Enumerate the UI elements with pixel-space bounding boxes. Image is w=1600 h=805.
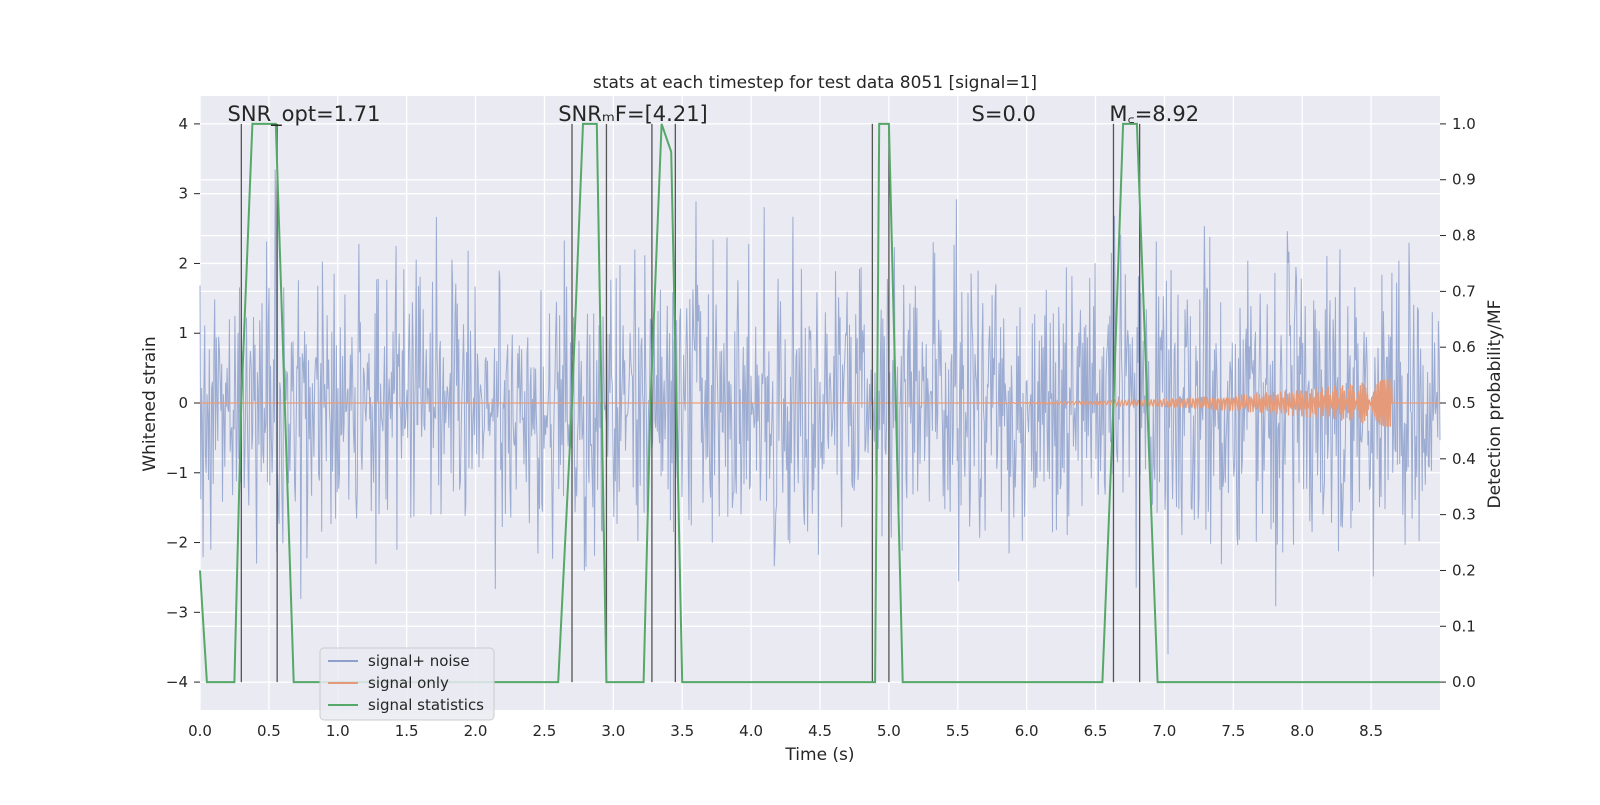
legend-label-signal-statistics: signal statistics	[368, 696, 484, 714]
legend: signal+ noise signal only signal statist…	[319, 647, 495, 721]
signal-only-trace	[200, 378, 1440, 427]
stat-annotation: SNR_opt=1.71	[228, 102, 381, 127]
x-tick-label: 4.5	[808, 722, 832, 740]
x-tick-label: 3.5	[670, 722, 694, 740]
x-tick-label: 7.5	[1221, 722, 1245, 740]
signal-statistics-trace	[199, 122, 1440, 684]
x-tick-label: 3.0	[601, 722, 625, 740]
y-tick-label: 3	[178, 185, 188, 203]
right-tick-label: 0.4	[1452, 450, 1476, 468]
x-tick-label: 8.5	[1359, 722, 1383, 740]
stat-annotation: S=0.0	[972, 102, 1036, 126]
right-tick-label: 0.8	[1452, 227, 1476, 245]
x-tick-label: 4.0	[739, 722, 763, 740]
signal-only-chirp	[200, 378, 1440, 427]
legend-label-signal-noise: signal+ noise	[368, 652, 470, 670]
x-tick-label: 7.0	[1153, 722, 1177, 740]
right-tick-label: 1.0	[1452, 115, 1476, 133]
signal-noise-trace	[199, 169, 1441, 655]
x-axis-ticks: 0.0 0.5 1.0 1.5 2.0 2.5 3.0 3.5 4.0 4.5 5.0 5.5 6.0 6…	[188, 722, 1383, 740]
y-tick-label: −4	[166, 673, 188, 691]
right-tick-label: 0.2	[1452, 561, 1476, 579]
stat-annotations: SNR_opt=1.71 SNRₘF=[4.21] S=0.0 M꜀=8.92	[228, 102, 1200, 127]
y-tick-label: 2	[178, 254, 188, 272]
right-tick-label: 0.6	[1452, 338, 1476, 356]
right-y-axis-label: Detection probability/MF	[1485, 300, 1505, 509]
signal-statistics-line	[199, 122, 1440, 684]
stat-annotation: SNRₘF=[4.21]	[558, 102, 708, 126]
y-tick-label: 4	[178, 115, 188, 133]
y-tick-label: −3	[166, 603, 188, 621]
x-tick-label: 1.0	[326, 722, 350, 740]
right-tick-label: 0.3	[1452, 506, 1476, 524]
legend-box	[319, 647, 495, 721]
y-axis-ticks: 4 3 2 1 0 −1 −2 −3 −4	[166, 115, 200, 691]
y-tick-label: 1	[178, 324, 188, 342]
x-tick-label: 5.5	[946, 722, 970, 740]
x-tick-label: 6.5	[1084, 722, 1108, 740]
right-tick-label: 0.5	[1452, 394, 1476, 412]
y-axis-label: Whitened strain	[140, 336, 160, 471]
x-tick-label: 0.0	[188, 722, 212, 740]
stat-annotation: M꜀=8.92	[1109, 102, 1199, 126]
chart-title: stats at each timestep for test data 805…	[593, 73, 1037, 93]
x-tick-label: 2.5	[533, 722, 557, 740]
right-tick-label: 0.1	[1452, 617, 1476, 635]
legend-label-signal-only: signal only	[368, 674, 449, 692]
y-tick-label: 0	[178, 394, 188, 412]
x-tick-label: 5.0	[877, 722, 901, 740]
x-axis-label: Time (s)	[784, 745, 854, 765]
x-tick-label: 8.0	[1290, 722, 1314, 740]
x-tick-label: 6.0	[1015, 722, 1039, 740]
signal-noise-band	[199, 169, 1441, 655]
right-tick-label: 0.7	[1452, 282, 1476, 300]
x-tick-label: 2.0	[464, 722, 488, 740]
x-tick-label: 1.5	[395, 722, 419, 740]
y-tick-label: −1	[166, 464, 188, 482]
y-tick-label: −2	[166, 534, 188, 552]
x-tick-label: 0.5	[257, 722, 281, 740]
right-tick-label: 0.9	[1452, 171, 1476, 189]
right-axis-ticks: 1.0 0.9 0.8 0.7 0.6 0.5 0.4 0.3 0.2 0.1 0.0	[1440, 115, 1476, 691]
right-tick-label: 0.0	[1452, 673, 1476, 691]
